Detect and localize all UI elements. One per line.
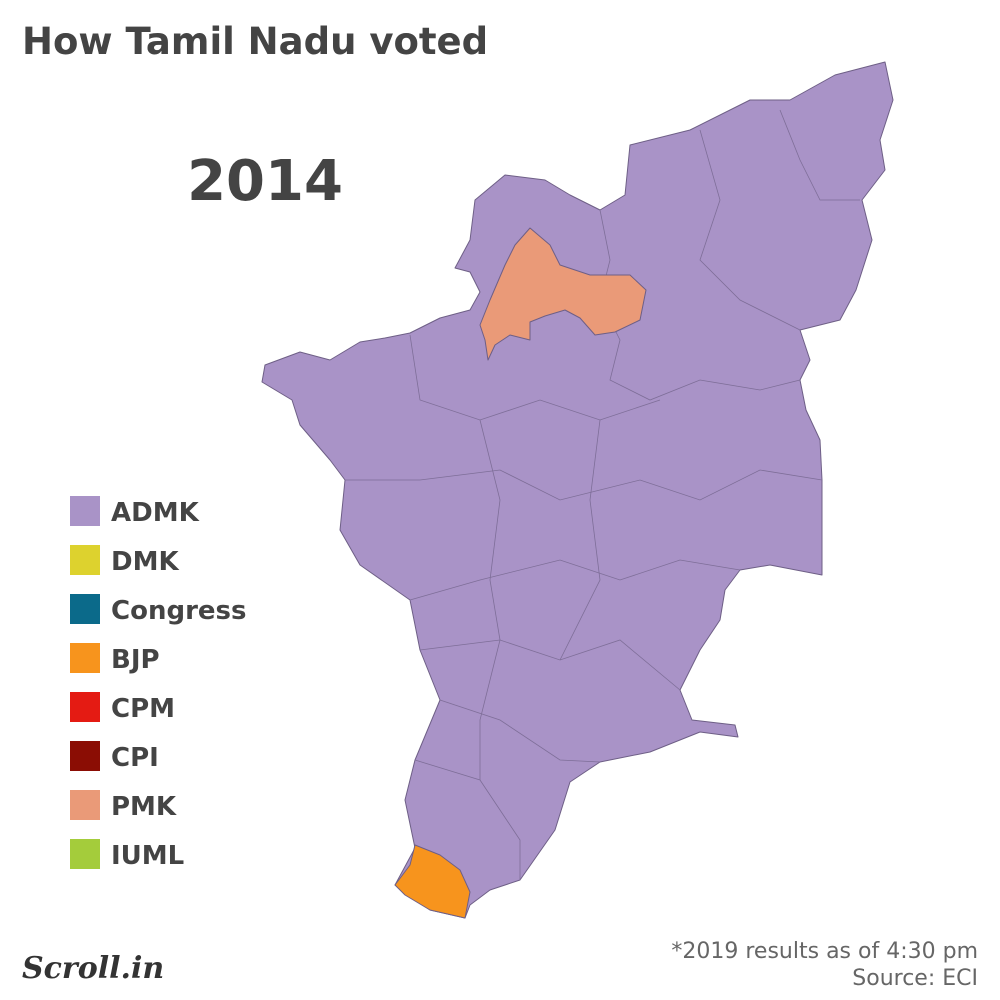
legend-label: CPM	[111, 694, 175, 724]
legend-swatch	[70, 692, 100, 722]
legend-label: IUML	[111, 841, 184, 871]
legend-label: ADMK	[111, 498, 200, 528]
legend-swatch	[70, 790, 100, 820]
legend-swatch	[70, 741, 100, 771]
legend-swatch	[70, 594, 100, 624]
footnote: *2019 results as of 4:30 pm	[671, 939, 978, 964]
map-region	[261, 61, 894, 919]
legend-swatch	[70, 496, 100, 526]
legend-swatch	[70, 545, 100, 575]
logo: Scroll.in	[22, 951, 164, 986]
source: Source: ECI	[852, 966, 978, 991]
year: 2014	[187, 149, 343, 214]
legend-label: DMK	[111, 547, 179, 577]
legend-label: BJP	[111, 645, 160, 675]
legend: ADMK DMK Congress BJP CPM CPI PMK IUML	[70, 496, 246, 871]
legend-label: CPI	[111, 743, 159, 773]
district-borders	[345, 109, 860, 880]
map-region	[394, 844, 471, 919]
title: How Tamil Nadu voted	[22, 20, 488, 63]
legend-label: Congress	[111, 596, 246, 626]
legend-swatch	[70, 643, 100, 673]
legend-swatch	[70, 839, 100, 869]
legend-label: PMK	[111, 792, 177, 822]
map-region	[479, 227, 647, 361]
